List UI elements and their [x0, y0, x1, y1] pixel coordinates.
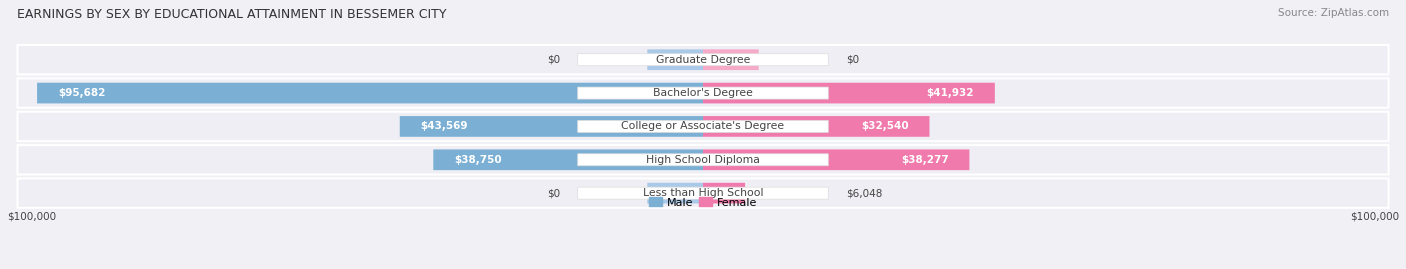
Text: $38,750: $38,750 [454, 155, 502, 165]
Text: $0: $0 [547, 188, 561, 198]
FancyBboxPatch shape [17, 45, 1389, 75]
Text: High School Diploma: High School Diploma [647, 155, 759, 165]
FancyBboxPatch shape [17, 145, 1389, 175]
FancyBboxPatch shape [578, 87, 828, 99]
Text: $95,682: $95,682 [58, 88, 105, 98]
FancyBboxPatch shape [647, 183, 703, 203]
FancyBboxPatch shape [17, 112, 1389, 141]
Text: College or Associate's Degree: College or Associate's Degree [621, 121, 785, 132]
FancyBboxPatch shape [703, 116, 929, 137]
Text: $32,540: $32,540 [860, 121, 908, 132]
Text: $0: $0 [547, 55, 561, 65]
FancyBboxPatch shape [17, 178, 1389, 208]
Text: $100,000: $100,000 [7, 211, 56, 221]
FancyBboxPatch shape [578, 154, 828, 166]
FancyBboxPatch shape [17, 78, 1389, 108]
Legend: Male, Female: Male, Female [650, 197, 756, 208]
FancyBboxPatch shape [647, 49, 703, 70]
Text: $100,000: $100,000 [1350, 211, 1399, 221]
FancyBboxPatch shape [399, 116, 703, 137]
FancyBboxPatch shape [578, 54, 828, 66]
FancyBboxPatch shape [433, 150, 703, 170]
FancyBboxPatch shape [703, 150, 969, 170]
Text: $38,277: $38,277 [901, 155, 949, 165]
FancyBboxPatch shape [703, 183, 745, 203]
FancyBboxPatch shape [578, 187, 828, 199]
Text: Source: ZipAtlas.com: Source: ZipAtlas.com [1278, 8, 1389, 18]
Text: EARNINGS BY SEX BY EDUCATIONAL ATTAINMENT IN BESSEMER CITY: EARNINGS BY SEX BY EDUCATIONAL ATTAINMEN… [17, 8, 446, 21]
Text: $43,569: $43,569 [420, 121, 468, 132]
Text: Less than High School: Less than High School [643, 188, 763, 198]
Text: $41,932: $41,932 [927, 88, 974, 98]
Text: Bachelor's Degree: Bachelor's Degree [652, 88, 754, 98]
Text: $6,048: $6,048 [845, 188, 882, 198]
Text: Graduate Degree: Graduate Degree [655, 55, 751, 65]
FancyBboxPatch shape [37, 83, 703, 103]
Text: $0: $0 [845, 55, 859, 65]
FancyBboxPatch shape [703, 83, 995, 103]
FancyBboxPatch shape [703, 49, 759, 70]
FancyBboxPatch shape [578, 121, 828, 132]
